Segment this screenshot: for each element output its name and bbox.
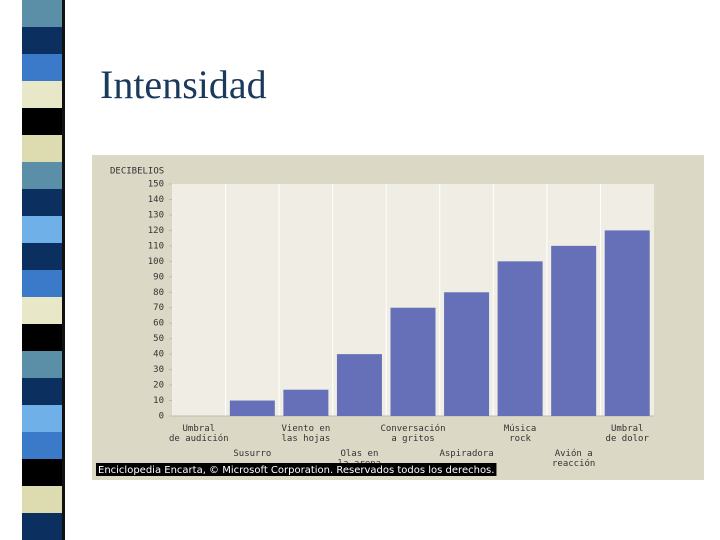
strip-block — [22, 27, 62, 54]
strip-block — [22, 297, 62, 324]
bar — [336, 354, 382, 416]
strip-block — [22, 459, 62, 486]
strip-block — [22, 135, 62, 162]
strip-block — [22, 108, 62, 135]
bar — [604, 230, 650, 416]
y-tick-label: 110 — [148, 241, 164, 251]
strip-block — [22, 513, 62, 540]
strip-block — [22, 162, 62, 189]
y-tick-label: 50 — [153, 334, 164, 344]
strip-block — [22, 270, 62, 297]
strip-block — [22, 0, 62, 27]
strip-block — [22, 216, 62, 243]
source-note: Enciclopedia Encarta, © Microsoft Corpor… — [98, 465, 494, 476]
strip-block — [22, 243, 62, 270]
x-tick-label: Olas en — [340, 449, 378, 459]
strip-block — [22, 351, 62, 378]
x-tick-label: Umbral — [611, 424, 644, 434]
strip-block — [22, 189, 62, 216]
x-tick-label: Umbral — [183, 424, 216, 434]
x-tick-label: Música — [504, 424, 537, 434]
y-tick-label: 40 — [153, 350, 164, 360]
x-tick-label: reacción — [552, 458, 595, 469]
slide-title: Intensidad — [100, 62, 267, 107]
strip-block — [22, 324, 62, 351]
x-tick-label: de audición — [169, 433, 229, 444]
x-tick-label: Viento en — [281, 424, 330, 434]
y-tick-label: 10 — [153, 396, 164, 406]
y-tick-label: 100 — [148, 257, 164, 267]
bar — [390, 307, 436, 416]
y-tick-label: 0 — [159, 412, 164, 422]
bar — [229, 400, 275, 416]
y-tick-label: 120 — [148, 226, 164, 236]
y-tick-label: 20 — [153, 381, 164, 391]
bar — [551, 245, 597, 416]
y-tick-label: 140 — [148, 195, 164, 205]
strip-block — [22, 81, 62, 108]
x-tick-label: Avión a — [555, 448, 593, 459]
x-tick-label: las hojas — [281, 434, 330, 444]
strip-edge — [62, 0, 65, 540]
y-tick-label: 130 — [148, 210, 164, 220]
y-tick-label: 90 — [153, 272, 164, 282]
strip-block — [22, 54, 62, 81]
bar — [283, 389, 329, 416]
strip-block — [22, 486, 62, 513]
y-tick-label: 150 — [148, 180, 164, 190]
x-tick-label: a gritos — [391, 434, 434, 444]
y-axis-label: DECIBELIOS — [110, 167, 164, 177]
x-tick-label: rock — [509, 434, 531, 444]
strip-block — [22, 405, 62, 432]
chart: DECIBELIOS 0 10 20 30 40 50 60 70 80 90 100 110 120 1… — [92, 155, 704, 480]
x-tick-label: Susurro — [233, 449, 271, 459]
y-tick-label: 80 — [153, 288, 164, 298]
bar — [444, 292, 490, 416]
y-tick-label: 70 — [153, 303, 164, 313]
y-tick-label: 30 — [153, 365, 164, 375]
strip-block — [22, 432, 62, 459]
x-tick-label: Conversación — [380, 423, 445, 434]
decorative-strip — [22, 0, 65, 540]
y-tick-label: 60 — [153, 319, 164, 329]
x-tick-label: de dolor — [606, 434, 650, 444]
x-tick-label: Aspiradora — [439, 449, 493, 459]
strip-block — [22, 378, 62, 405]
source-background — [96, 463, 497, 476]
bar — [497, 261, 543, 416]
